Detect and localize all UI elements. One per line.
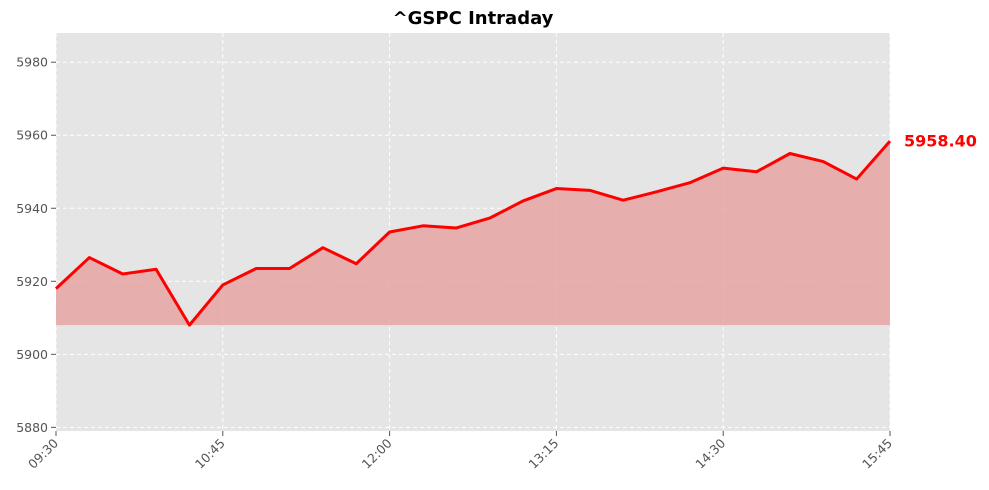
x-tick-label: 14:30 [692,435,728,471]
price-area-fill [56,141,890,326]
x-axis: 09:30 10:45 12:00 13:15 14:30 15:45 [25,431,895,472]
x-tick-label: 15:45 [859,436,895,472]
x-tick-label: 09:30 [25,435,61,471]
x-tick-label: 13:15 [525,436,561,472]
price-line [54,140,892,327]
x-tick-label: 10:45 [192,436,228,472]
y-tick-label: 5980 [16,55,48,70]
y-tick-label: 5920 [16,274,48,289]
y-tick-label: 5900 [16,347,48,362]
y-tick-label: 5940 [16,201,48,216]
y-tick-label: 5880 [16,420,48,435]
x-tick-label: 12:00 [359,435,395,471]
chart-title: ^GSPC Intraday [393,8,554,29]
y-axis: 5880 5900 5920 5940 5960 5980 [16,55,56,435]
y-tick-label: 5960 [16,128,48,143]
last-value-label: 5958.40 [904,132,977,151]
